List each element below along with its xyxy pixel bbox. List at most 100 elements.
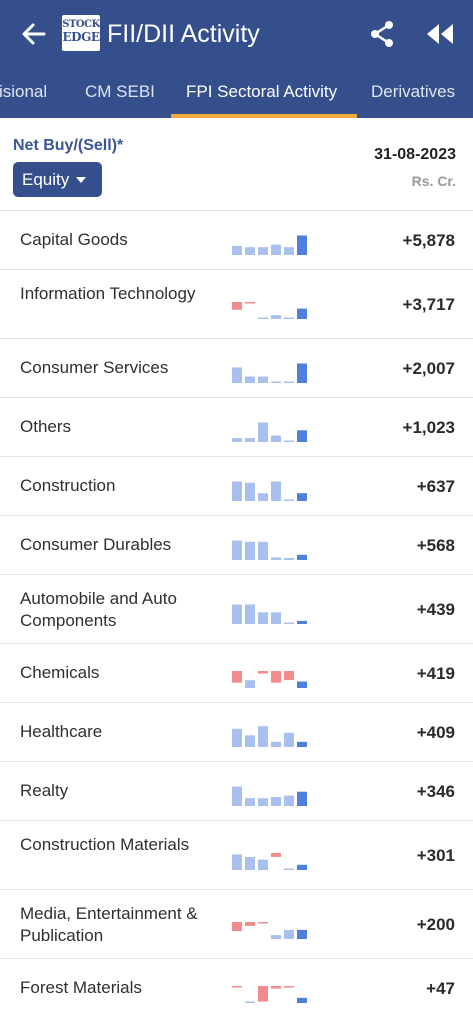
- trend-bar: [284, 557, 294, 560]
- share-icon[interactable]: [366, 18, 398, 50]
- tab-fpi-sectoral-activity[interactable]: FPI Sectoral Activity: [186, 82, 338, 101]
- trend-bar: [271, 557, 281, 560]
- trend-bar: [297, 929, 307, 939]
- trend-bar: [284, 317, 294, 319]
- trend-sparkline: [232, 671, 307, 688]
- sector-net-value: +2,007: [402, 359, 455, 378]
- trend-bar: [271, 244, 281, 255]
- trend-bar: [245, 482, 255, 501]
- equity-dropdown-label: Equity: [22, 170, 70, 189]
- trend-bar: [284, 732, 294, 747]
- trend-sparkline: [232, 786, 307, 806]
- sector-row[interactable]: Forest Materials +47: [0, 958, 473, 1017]
- sector-row[interactable]: Realty +346: [0, 761, 473, 820]
- trend-bar: [297, 493, 307, 501]
- trend-bar: [297, 235, 307, 255]
- trend-bar: [258, 671, 268, 674]
- rewind-icon[interactable]: [422, 18, 458, 50]
- sector-net-value: +200: [416, 915, 455, 934]
- sector-row[interactable]: Construction +637: [0, 456, 473, 515]
- trend-bar: [245, 1001, 255, 1003]
- trend-bar: [232, 671, 242, 683]
- trend-bar: [258, 376, 268, 383]
- sector-row[interactable]: Chemicals +419: [0, 643, 473, 702]
- trend-bar: [271, 481, 281, 501]
- net-buy-sell-label: Net Buy/(Sell)*: [13, 137, 124, 154]
- sector-row[interactable]: Media, Entertainment & Publication +200: [0, 889, 473, 958]
- equity-dropdown[interactable]: Equity: [13, 162, 102, 197]
- sector-net-value: +346: [416, 782, 455, 801]
- sector-row[interactable]: Healthcare +409: [0, 702, 473, 761]
- sector-net-value: +409: [416, 723, 455, 742]
- trend-bar: [232, 367, 242, 383]
- trend-sparkline: [232, 235, 307, 255]
- trend-bar: [245, 798, 255, 806]
- back-arrow-icon[interactable]: [18, 18, 50, 50]
- sector-name: Consumer Durables: [20, 535, 172, 554]
- trend-bar: [245, 922, 255, 926]
- sector-row[interactable]: Automobile and Auto Components +439: [0, 574, 473, 643]
- subheader: Net Buy/(Sell)* Equity 31-08-2023 Rs. Cr…: [0, 118, 473, 210]
- sector-name: Realty: [20, 781, 69, 800]
- date-label: 31-08-2023: [374, 146, 456, 163]
- trend-sparkline: [232, 922, 307, 939]
- trend-bar: [232, 540, 242, 560]
- caret-down-icon: [76, 177, 86, 183]
- trend-bar: [232, 302, 242, 310]
- trend-bar: [271, 741, 281, 747]
- unit-label: Rs. Cr.: [411, 173, 456, 189]
- sector-net-value: +419: [416, 664, 455, 683]
- trend-sparkline: [232, 604, 307, 624]
- trend-bar: [271, 986, 281, 989]
- trend-bar: [284, 622, 294, 624]
- trend-bar: [297, 741, 307, 747]
- trend-bar: [284, 499, 294, 501]
- trend-bar: [297, 791, 307, 806]
- trend-bar: [258, 247, 268, 255]
- trend-bar: [271, 435, 281, 442]
- tab-derivatives[interactable]: Derivatives: [371, 82, 456, 101]
- trend-bar: [271, 853, 281, 857]
- trend-bar: [245, 857, 255, 870]
- trend-bar: [271, 315, 281, 319]
- trend-bar: [258, 922, 268, 924]
- trend-bar: [232, 604, 242, 624]
- sector-name: Construction Materials: [20, 835, 190, 854]
- trend-bar: [271, 671, 281, 683]
- trend-bar: [284, 795, 294, 806]
- sector-net-value: +637: [416, 477, 455, 496]
- trend-bar: [245, 247, 255, 255]
- trend-bar: [297, 681, 307, 688]
- trend-bar: [284, 247, 294, 255]
- trend-bar: [271, 612, 281, 624]
- trend-bar: [258, 317, 268, 319]
- trend-bar: [258, 493, 268, 501]
- sector-row[interactable]: Information Technology +3,717: [0, 269, 473, 338]
- trend-bar: [271, 935, 281, 939]
- sector-net-value: +1,023: [402, 418, 455, 437]
- sector-row[interactable]: Consumer Durables +568: [0, 515, 473, 574]
- sector-row[interactable]: Capital Goods +5,878: [0, 210, 473, 269]
- trend-sparkline: [232, 726, 307, 747]
- trend-bar: [232, 786, 242, 806]
- sector-row[interactable]: Consumer Services +2,007: [0, 338, 473, 397]
- trend-bar: [271, 796, 281, 806]
- trend-bar: [232, 481, 242, 501]
- trend-sparkline: [232, 302, 307, 319]
- sector-name: Forest Materials: [20, 978, 142, 997]
- trend-bar: [297, 363, 307, 383]
- sector-row[interactable]: Construction Materials +301: [0, 820, 473, 889]
- trend-bar: [271, 381, 281, 383]
- trend-bar: [297, 554, 307, 560]
- trend-bar: [232, 245, 242, 255]
- trend-bar: [284, 671, 294, 681]
- trend-sparkline: [232, 853, 307, 870]
- trend-bar: [232, 728, 242, 747]
- trend-bar: [258, 986, 268, 1002]
- trend-bar: [258, 859, 268, 870]
- tab-cm-sebi[interactable]: CM SEBI: [85, 82, 155, 101]
- trend-bar: [232, 986, 242, 988]
- trend-sparkline: [232, 363, 307, 383]
- tab-provisional[interactable]: Provisional: [0, 82, 48, 101]
- sector-row[interactable]: Others +1,023: [0, 397, 473, 456]
